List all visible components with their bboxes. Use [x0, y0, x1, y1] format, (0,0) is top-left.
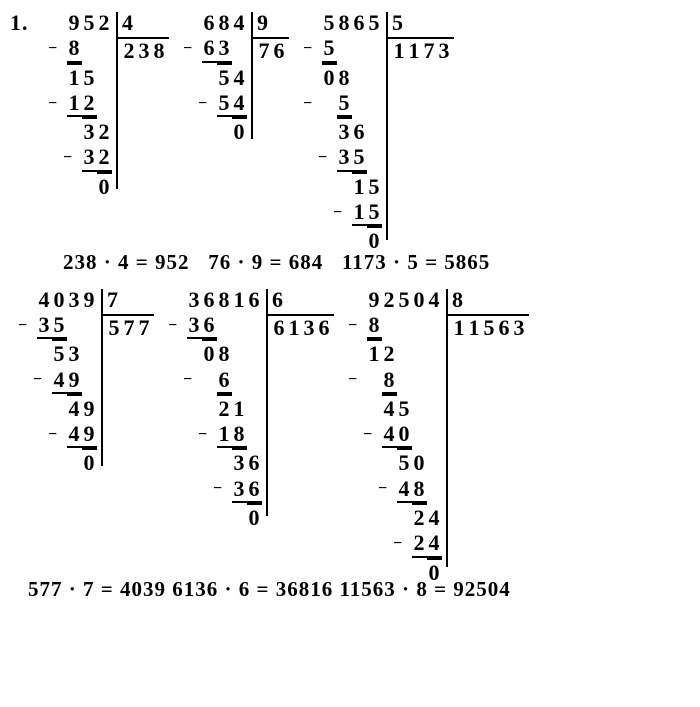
div-4039-7: 4039 35 53 49 49 49 07577: [22, 287, 164, 468]
problem-number: 1.: [10, 10, 29, 36]
div-952-4: 952 8 15 12 32 32 04238: [52, 10, 179, 191]
div-684-9: 684 63 54 54 0976: [187, 10, 299, 141]
div-36816-6: 36816 36 08 6 21 18 36 36 066136: [172, 287, 344, 519]
checks-row-2: 577 · 7 = 4039 6136 · 6 = 36816 11563 · …: [8, 577, 692, 602]
div-92504-8: 92504 8 12 8 45 40 50 48 24 24 0811563: [352, 287, 539, 569]
div-5865-5: 5865 5 08 5 36 35 15 15 051173: [307, 10, 464, 242]
